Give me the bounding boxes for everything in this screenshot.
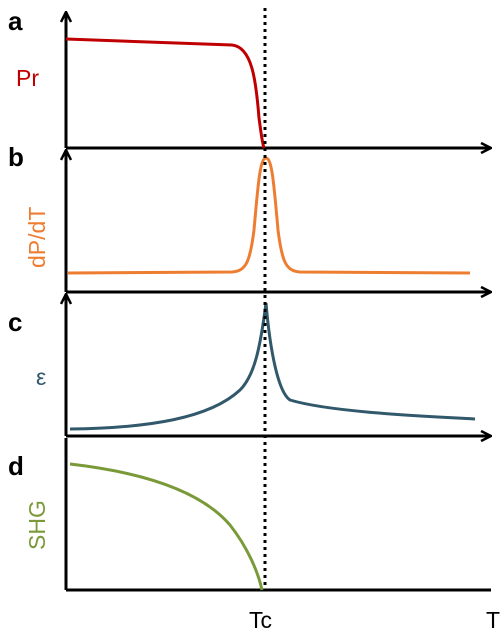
- panel-a-ylabel: Pr: [16, 65, 39, 91]
- panel-d-curve: [69, 462, 264, 591]
- panel-d-letter: d: [8, 451, 24, 481]
- panel-b: b dP/dT: [8, 142, 491, 292]
- panel-a-letter: a: [8, 6, 23, 36]
- panel-c-ylabel: ε: [36, 364, 46, 390]
- panel-d-ylabel: SHG: [24, 500, 50, 550]
- panel-a-curve: [65, 37, 266, 149]
- panel-c: c ε: [8, 294, 491, 436]
- panel-b-letter: b: [8, 142, 24, 172]
- panel-b-curve: [67, 156, 471, 275]
- panel-a: a Pr: [8, 6, 491, 148]
- panel-c-letter: c: [8, 307, 22, 337]
- panel-c-curve: [69, 302, 476, 431]
- panel-b-ylabel: dP/dT: [24, 207, 50, 268]
- x-tick-tc: Tc: [249, 607, 272, 633]
- panel-d: d SHG: [8, 438, 491, 592]
- x-tick-t: T: [486, 607, 500, 633]
